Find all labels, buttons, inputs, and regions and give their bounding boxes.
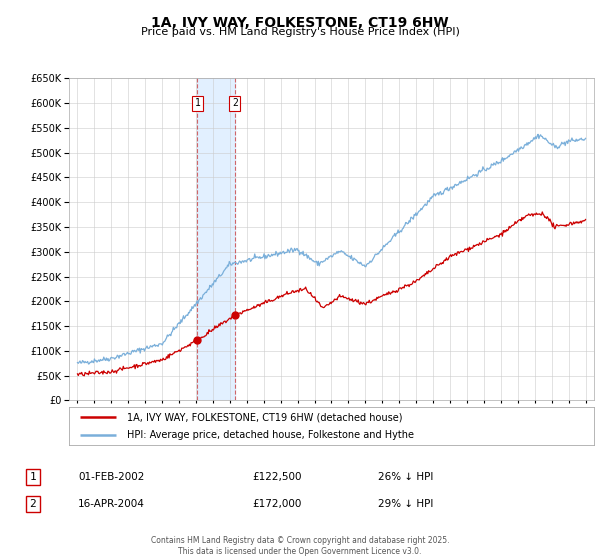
Text: Contains HM Land Registry data © Crown copyright and database right 2025.
This d: Contains HM Land Registry data © Crown c… (151, 536, 449, 556)
Text: 2: 2 (232, 98, 238, 108)
Text: 26% ↓ HPI: 26% ↓ HPI (378, 472, 433, 482)
Text: 16-APR-2004: 16-APR-2004 (78, 499, 145, 509)
Text: HPI: Average price, detached house, Folkestone and Hythe: HPI: Average price, detached house, Folk… (127, 430, 414, 440)
Text: 01-FEB-2002: 01-FEB-2002 (78, 472, 145, 482)
Text: 2: 2 (29, 499, 37, 509)
Text: Price paid vs. HM Land Registry's House Price Index (HPI): Price paid vs. HM Land Registry's House … (140, 27, 460, 37)
Text: £172,000: £172,000 (252, 499, 301, 509)
Text: 1: 1 (29, 472, 37, 482)
Text: 1A, IVY WAY, FOLKESTONE, CT19 6HW (detached house): 1A, IVY WAY, FOLKESTONE, CT19 6HW (detac… (127, 412, 402, 422)
Text: £122,500: £122,500 (252, 472, 302, 482)
Text: 1: 1 (194, 98, 200, 108)
Text: 1A, IVY WAY, FOLKESTONE, CT19 6HW: 1A, IVY WAY, FOLKESTONE, CT19 6HW (151, 16, 449, 30)
Bar (197, 78, 235, 400)
Text: 29% ↓ HPI: 29% ↓ HPI (378, 499, 433, 509)
